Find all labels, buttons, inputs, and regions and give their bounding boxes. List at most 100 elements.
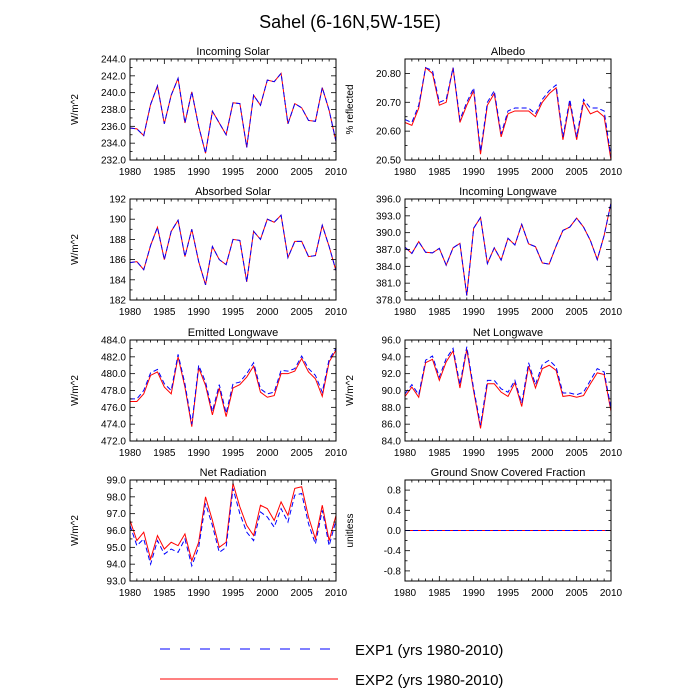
- y-tick-label: 387.0: [376, 245, 401, 256]
- y-tick-label: 474.0: [101, 420, 126, 431]
- series-line-exp2: [129, 483, 337, 563]
- x-tick-label: 1995: [497, 307, 520, 318]
- y-tick-label: 393.0: [376, 211, 401, 222]
- y-axis-label: W/m^2: [70, 515, 81, 546]
- y-axis-label: W/m^2: [70, 94, 81, 125]
- y-tick-label: -0.8: [384, 566, 402, 577]
- y-tick-label: 472.0: [101, 437, 126, 448]
- y-tick-label: 240.0: [101, 88, 126, 99]
- plot-frame: [129, 479, 337, 582]
- x-tick-label: 1985: [153, 448, 176, 459]
- plot-frame: [404, 339, 612, 442]
- y-tick-label: 188: [109, 235, 126, 246]
- panel-title: Absorbed Solar: [195, 186, 271, 198]
- x-tick-label: 1995: [222, 448, 245, 459]
- x-tick-label: 1980: [394, 448, 417, 459]
- y-tick-label: 99.0: [107, 476, 127, 487]
- x-tick-label: 1990: [463, 448, 486, 459]
- x-tick-label: 1985: [428, 167, 451, 178]
- y-tick-label: 88.0: [382, 403, 402, 414]
- y-tick-label: 94.0: [382, 352, 402, 363]
- y-tick-label: 90.0: [382, 386, 402, 397]
- plot-frame: [129, 339, 337, 442]
- x-tick-label: 1980: [394, 588, 417, 599]
- y-tick-label: 20.60: [376, 127, 401, 138]
- y-tick-label: 238.0: [101, 105, 126, 116]
- y-tick-label: 244.0: [101, 55, 126, 66]
- x-tick-label: 1980: [394, 307, 417, 318]
- panel-title: Emitted Longwave: [188, 327, 279, 339]
- panel-8: 1980 1985 1990 1995 2000 2005 2010 -0.8 -0.4 0.0 0…: [345, 467, 623, 599]
- series-line-exp1: [129, 488, 337, 568]
- series-line-exp1: [129, 72, 337, 154]
- x-tick-label: 2005: [291, 448, 314, 459]
- x-tick-label: 1985: [428, 448, 451, 459]
- x-tick-label: 1990: [188, 167, 211, 178]
- x-tick-label: 1995: [497, 167, 520, 178]
- x-tick-label: 1990: [188, 448, 211, 459]
- x-tick-label: 2005: [566, 588, 589, 599]
- series-line-exp1: [404, 346, 612, 426]
- x-tick-label: 2000: [256, 167, 279, 178]
- x-tick-label: 1980: [119, 167, 142, 178]
- x-tick-label: 1995: [497, 448, 520, 459]
- x-tick-label: 1990: [463, 307, 486, 318]
- x-tick-label: 2000: [531, 448, 554, 459]
- panel-3: 1980 1985 1990 1995 2000 2005 2010 182 184 186 188…: [70, 186, 348, 318]
- x-tick-label: 2010: [325, 588, 348, 599]
- y-tick-label: 484.0: [101, 336, 126, 347]
- y-tick-label: 232.0: [101, 156, 126, 167]
- x-tick-label: 1995: [222, 588, 245, 599]
- panel-4: 1980 1985 1990 1995 2000 2005 2010 378.0 381.0 38…: [376, 186, 623, 318]
- legend: EXP1 (yrs 1980-2010) EXP2 (yrs 1980-2010): [160, 642, 503, 689]
- y-tick-label: 92.0: [382, 369, 402, 380]
- plot-frame: [404, 198, 612, 301]
- y-tick-label: 236.0: [101, 122, 126, 133]
- panel-title: Net Longwave: [473, 327, 543, 339]
- panel-title: Albedo: [491, 46, 525, 58]
- x-tick-label: 2010: [600, 307, 623, 318]
- x-tick-label: 2010: [600, 167, 623, 178]
- y-tick-label: 186: [109, 255, 126, 266]
- y-tick-label: 20.80: [376, 69, 401, 80]
- x-tick-label: 1990: [463, 588, 486, 599]
- y-tick-label: 84.0: [382, 437, 402, 448]
- panel-1: 1980 1985 1990 1995 2000 2005 2010 232.0 234.0 23…: [70, 46, 348, 178]
- x-tick-label: 1985: [153, 307, 176, 318]
- panels: 1980 1985 1990 1995 2000 2005 2010 232.0 234.0 23…: [70, 46, 623, 599]
- x-tick-label: 2000: [531, 307, 554, 318]
- y-tick-label: 96.0: [382, 336, 402, 347]
- y-tick-label: 242.0: [101, 71, 126, 82]
- y-tick-label: 234.0: [101, 139, 126, 150]
- y-tick-label: 482.0: [101, 352, 126, 363]
- panel-5: 1980 1985 1990 1995 2000 2005 2010 472.0 474.0 47…: [70, 327, 348, 459]
- panel-2: 1980 1985 1990 1995 2000 2005 2010 20.50 20.60 20…: [345, 46, 623, 178]
- panel-title: Net Radiation: [200, 467, 267, 479]
- y-tick-label: 480.0: [101, 369, 126, 380]
- x-tick-label: 2005: [566, 167, 589, 178]
- y-tick-label: 86.0: [382, 420, 402, 431]
- x-tick-label: 2000: [256, 588, 279, 599]
- series-line-exp2: [404, 349, 612, 429]
- x-tick-label: 1985: [428, 588, 451, 599]
- plot-frame: [129, 58, 337, 161]
- x-tick-label: 2005: [291, 167, 314, 178]
- y-tick-label: 95.0: [107, 543, 127, 554]
- x-tick-label: 2010: [600, 448, 623, 459]
- series-line-exp1: [404, 202, 612, 296]
- y-tick-label: 0.4: [387, 506, 401, 517]
- plot-frame: [404, 58, 612, 161]
- series-line-exp2: [130, 349, 337, 427]
- panel-title: Incoming Longwave: [459, 186, 557, 198]
- y-tick-label: 93.0: [107, 577, 127, 588]
- legend-label-exp2: EXP2 (yrs 1980-2010): [355, 672, 503, 689]
- x-tick-label: 1985: [428, 307, 451, 318]
- y-tick-label: 96.0: [107, 526, 127, 537]
- panel-title: Ground Snow Covered Fraction: [431, 467, 586, 479]
- x-tick-label: 1990: [463, 167, 486, 178]
- x-tick-label: 2005: [291, 588, 314, 599]
- y-tick-label: 0.0: [387, 526, 401, 537]
- y-axis-label: unitless: [345, 514, 356, 548]
- y-tick-label: 20.70: [376, 98, 401, 109]
